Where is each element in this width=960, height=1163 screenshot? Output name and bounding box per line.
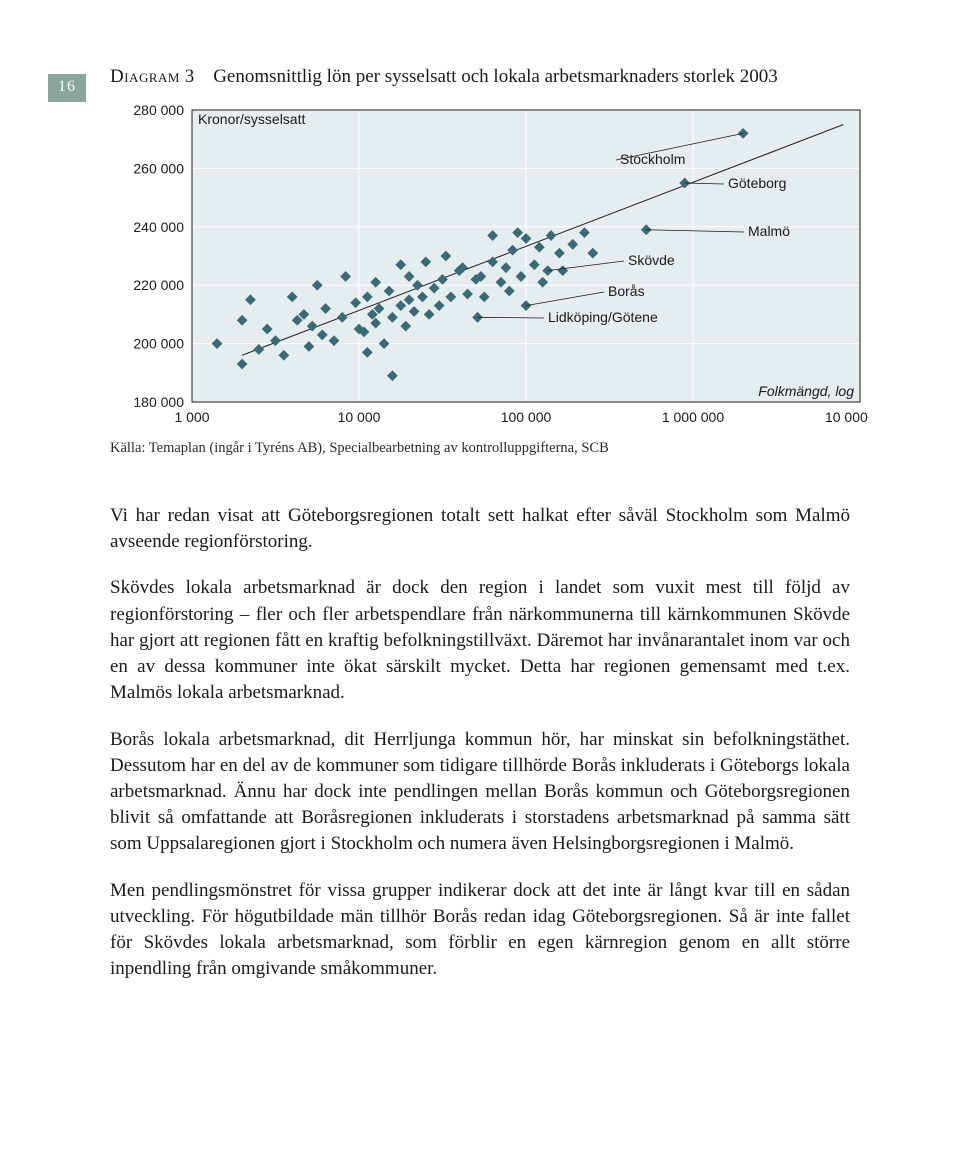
body-paragraph: Men pendlingsmönstret för vissa grupper … [110, 878, 850, 983]
page-number: 16 [58, 78, 76, 95]
x-tick-label: 100 000 [501, 409, 552, 425]
scatter-chart: 180 000 200 000 220 000 240 000 260 000 280 0… [110, 100, 870, 430]
body-paragraph: Borås lokala arbetsmarknad, dit Herrljun… [110, 727, 850, 858]
y-tick-label: 220 000 [133, 277, 184, 293]
diagram-heading: Diagram 3 Genomsnittlig lön per sysselsa… [110, 66, 960, 88]
page-number-tab: 16 [48, 74, 86, 102]
x-tick-label: 10 000 000 [825, 409, 870, 425]
y-tick-label: 260 000 [133, 160, 184, 176]
body-paragraph: Skövdes lokala arbetsmarknad är dock den… [110, 575, 850, 706]
callout-label: Stockholm [620, 151, 685, 167]
diagram-title: Genomsnittlig lön per sysselsatt och lok… [213, 66, 778, 87]
body-paragraph: Vi har redan visat att Göteborgsregionen… [110, 503, 850, 555]
callout-label: Malmö [748, 223, 790, 239]
x-tick-label: 1 000 [174, 409, 209, 425]
y-tick-label: 200 000 [133, 336, 184, 352]
callout-label: Borås [608, 283, 645, 299]
callout-label: Skövde [628, 252, 675, 268]
body-text: Vi har redan visat att Göteborgsregionen… [110, 503, 850, 983]
chart-container: 180 000 200 000 220 000 240 000 260 000 280 0… [110, 100, 870, 430]
y-tick-label: 240 000 [133, 219, 184, 235]
y-tick-label: 280 000 [133, 102, 184, 118]
x-tick-label: 10 000 [338, 409, 381, 425]
diagram-number: 3 [185, 66, 195, 87]
y-axis-label: Kronor/sysselsatt [198, 111, 305, 127]
callout-label: Göteborg [728, 175, 786, 191]
callout-label: Lidköping/Götene [548, 309, 658, 325]
x-tick-label: 1 000 000 [662, 409, 724, 425]
x-axis-label: Folkmängd, log [758, 383, 854, 399]
y-tick-label: 180 000 [133, 394, 184, 410]
source-line: Källa: Temaplan (ingår i Tyréns AB), Spe… [110, 440, 960, 457]
diagram-label: Diagram [110, 66, 180, 87]
